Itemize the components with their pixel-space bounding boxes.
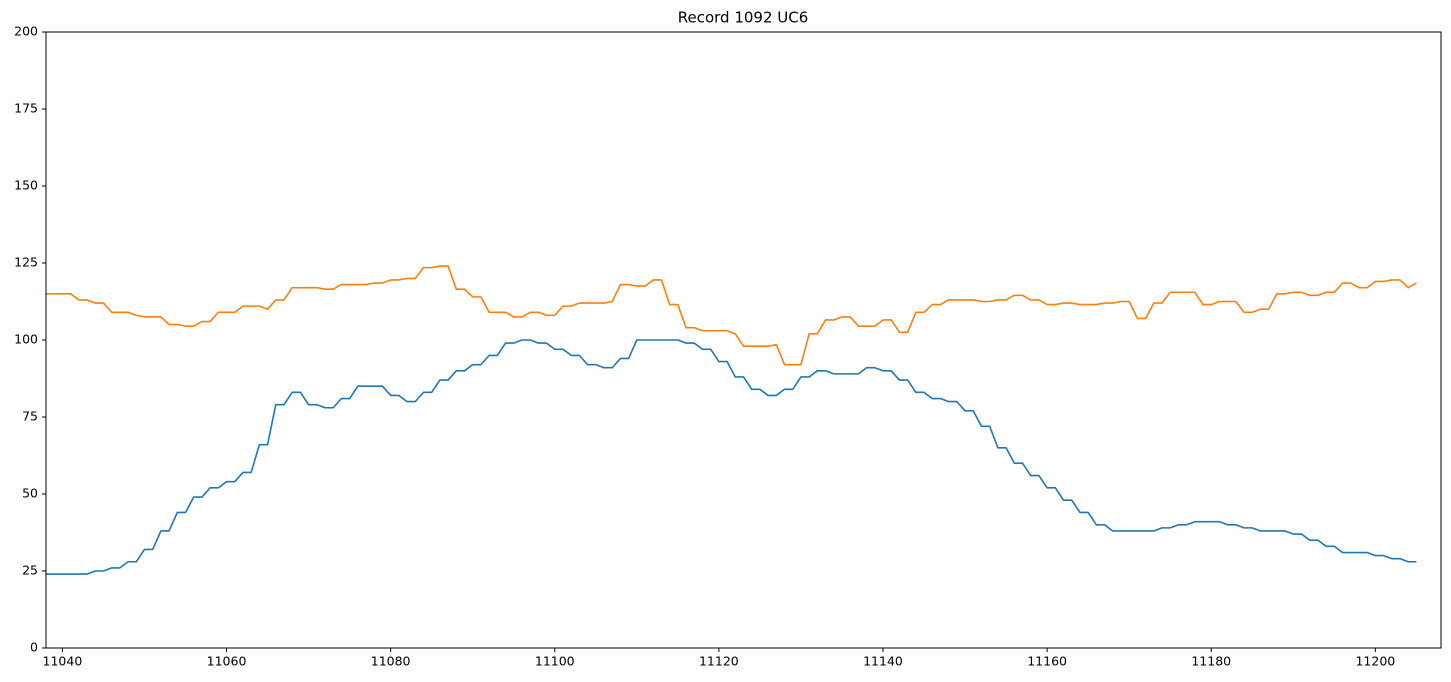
x-tick-label: 11200 xyxy=(1355,654,1395,669)
x-tick-label: 11040 xyxy=(43,654,83,669)
x-tick-label: 11120 xyxy=(699,654,739,669)
x-tick-label: 11080 xyxy=(371,654,411,669)
chart-title: Record 1092 UC6 xyxy=(678,9,809,27)
y-tick-label: 150 xyxy=(14,178,38,193)
x-tick-label: 11100 xyxy=(535,654,575,669)
y-tick-label: 0 xyxy=(30,640,38,655)
y-tick-label: 125 xyxy=(14,255,38,270)
y-tick-label: 100 xyxy=(14,332,38,347)
y-tick-label: 75 xyxy=(22,409,38,424)
plot-frame xyxy=(45,31,1442,649)
y-tick-label: 25 xyxy=(22,563,38,578)
x-tick-label: 11140 xyxy=(863,654,903,669)
y-tick-label: 200 xyxy=(14,24,38,39)
line-series xyxy=(46,265,1417,366)
y-tick-label: 50 xyxy=(22,486,38,501)
line-series xyxy=(46,339,1417,575)
x-tick-label: 11060 xyxy=(207,654,247,669)
x-tick-label: 11180 xyxy=(1191,654,1231,669)
y-tick-label: 175 xyxy=(14,101,38,116)
x-tick-label: 11160 xyxy=(1027,654,1067,669)
